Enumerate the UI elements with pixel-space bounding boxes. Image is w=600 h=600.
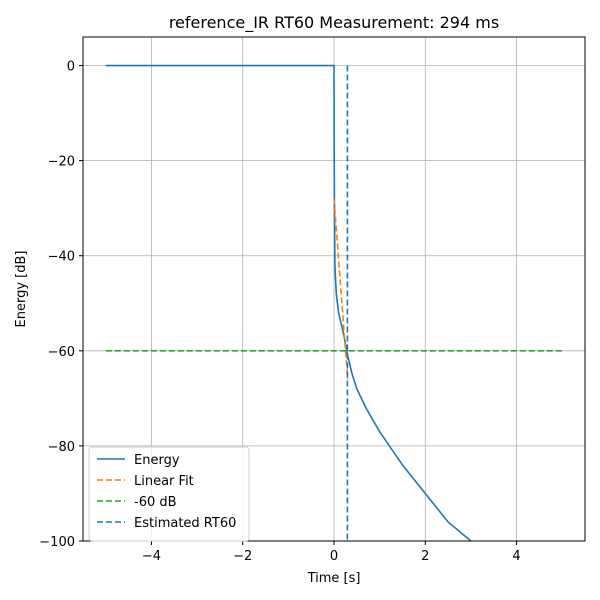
x-axis-label: Time [s] bbox=[307, 571, 361, 586]
legend: Energy Linear Fit -60 dB Estimated RT60 bbox=[88, 446, 250, 542]
x-tick-label: 0 bbox=[330, 549, 338, 564]
chart-title: reference_IR RT60 Measurement: 294 ms bbox=[169, 13, 499, 33]
legend-label-4: Estimated RT60 bbox=[134, 516, 236, 531]
y-tick-label: −40 bbox=[48, 250, 75, 265]
legend-label-2: Linear Fit bbox=[134, 474, 194, 489]
y-tick-label: 0 bbox=[67, 60, 75, 75]
x-tick-label: 2 bbox=[421, 549, 429, 564]
ticks: −4 −2 0 2 40−20−40−60−80−100 bbox=[39, 60, 520, 564]
legend-label-3: -60 dB bbox=[134, 495, 177, 510]
series-line-2 bbox=[333, 198, 349, 380]
y-tick-label: −20 bbox=[48, 155, 75, 170]
y-tick-label: −100 bbox=[39, 535, 75, 550]
x-tick-label: 4 bbox=[512, 549, 520, 564]
legend-box bbox=[88, 446, 250, 542]
x-tick-label: −2 bbox=[233, 549, 252, 564]
legend-label-1: Energy bbox=[134, 453, 180, 468]
y-tick-label: −80 bbox=[48, 440, 75, 455]
y-tick-label: −60 bbox=[48, 345, 75, 360]
series-layer bbox=[105, 64, 563, 541]
x-tick-label: −4 bbox=[142, 549, 161, 564]
y-axis-label: Energy [dB] bbox=[14, 251, 29, 328]
